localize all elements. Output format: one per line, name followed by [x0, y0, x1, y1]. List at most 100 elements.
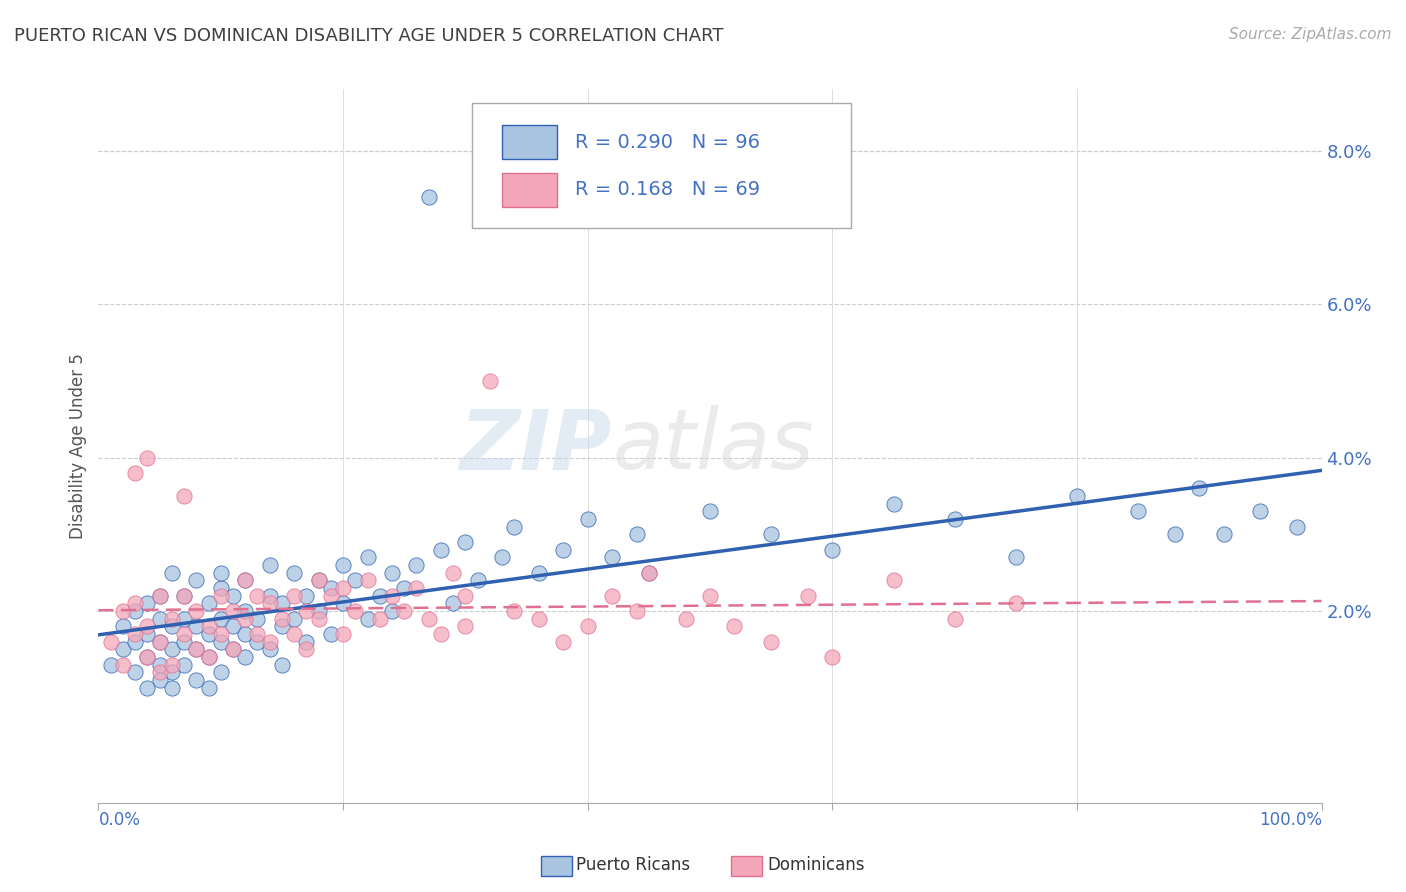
Point [527, 566, 550, 580]
Point [553, 634, 575, 648]
Point [308, 612, 330, 626]
Point [197, 619, 219, 633]
Point [124, 627, 146, 641]
Point [454, 589, 477, 603]
Point [491, 550, 513, 565]
Point [160, 566, 183, 580]
Point [467, 574, 489, 588]
Point [553, 542, 575, 557]
Point [173, 589, 195, 603]
Point [209, 581, 232, 595]
Point [197, 627, 219, 641]
Point [124, 634, 146, 648]
Point [136, 681, 159, 695]
Point [295, 642, 318, 657]
Point [368, 612, 391, 626]
Point [821, 650, 844, 665]
Point [381, 566, 404, 580]
Point [209, 665, 232, 680]
Point [1249, 504, 1271, 518]
Bar [502, 173, 557, 207]
Bar [502, 125, 557, 159]
Point [160, 642, 183, 657]
Point [308, 574, 330, 588]
Point [883, 574, 905, 588]
Point [259, 558, 281, 572]
Point [136, 450, 159, 465]
Point [233, 627, 256, 641]
Text: Source: ZipAtlas.com: Source: ZipAtlas.com [1229, 27, 1392, 42]
Point [418, 612, 440, 626]
Point [197, 650, 219, 665]
Point [149, 612, 172, 626]
Point [136, 650, 159, 665]
Point [699, 589, 721, 603]
Point [356, 612, 378, 626]
Text: ZIP: ZIP [460, 406, 612, 486]
Point [637, 566, 661, 580]
Point [222, 589, 245, 603]
Point [761, 527, 783, 541]
Point [943, 512, 966, 526]
Point [503, 519, 526, 533]
Point [270, 619, 294, 633]
Text: Puerto Ricans: Puerto Ricans [576, 856, 690, 874]
Point [308, 604, 330, 618]
Point [344, 604, 367, 618]
Point [637, 566, 661, 580]
Point [173, 489, 195, 503]
Point [124, 604, 146, 618]
Point [270, 657, 294, 672]
Point [283, 589, 305, 603]
Point [761, 634, 783, 648]
Text: R = 0.290   N = 96: R = 0.290 N = 96 [575, 133, 761, 152]
FancyBboxPatch shape [471, 103, 851, 228]
Point [246, 589, 269, 603]
Point [160, 665, 183, 680]
Text: 100.0%: 100.0% [1258, 812, 1322, 830]
Point [149, 657, 172, 672]
Point [270, 612, 294, 626]
Point [233, 650, 256, 665]
Point [259, 596, 281, 610]
Point [136, 619, 159, 633]
Point [259, 589, 281, 603]
Point [246, 627, 269, 641]
Point [368, 589, 391, 603]
Point [699, 504, 721, 518]
Point [319, 627, 342, 641]
Point [1188, 481, 1211, 495]
Point [295, 634, 318, 648]
Point [173, 589, 195, 603]
Point [441, 566, 464, 580]
Point [186, 642, 208, 657]
Point [233, 574, 256, 588]
Point [209, 627, 232, 641]
Point [283, 612, 305, 626]
Point [173, 657, 195, 672]
Point [503, 604, 526, 618]
Point [454, 619, 477, 633]
Point [1286, 519, 1309, 533]
Point [209, 589, 232, 603]
Point [186, 673, 208, 687]
Text: Dominicans: Dominicans [768, 856, 865, 874]
Point [197, 650, 219, 665]
Point [600, 589, 623, 603]
Point [222, 642, 245, 657]
Point [197, 596, 219, 610]
Point [160, 681, 183, 695]
Point [173, 634, 195, 648]
Point [332, 581, 354, 595]
Text: atlas: atlas [612, 406, 814, 486]
Point [209, 634, 232, 648]
Point [100, 634, 122, 648]
Point [1004, 550, 1026, 565]
Point [186, 604, 208, 618]
Point [233, 574, 256, 588]
Point [295, 589, 318, 603]
Point [233, 604, 256, 618]
Point [136, 650, 159, 665]
Point [233, 612, 256, 626]
Point [332, 596, 354, 610]
